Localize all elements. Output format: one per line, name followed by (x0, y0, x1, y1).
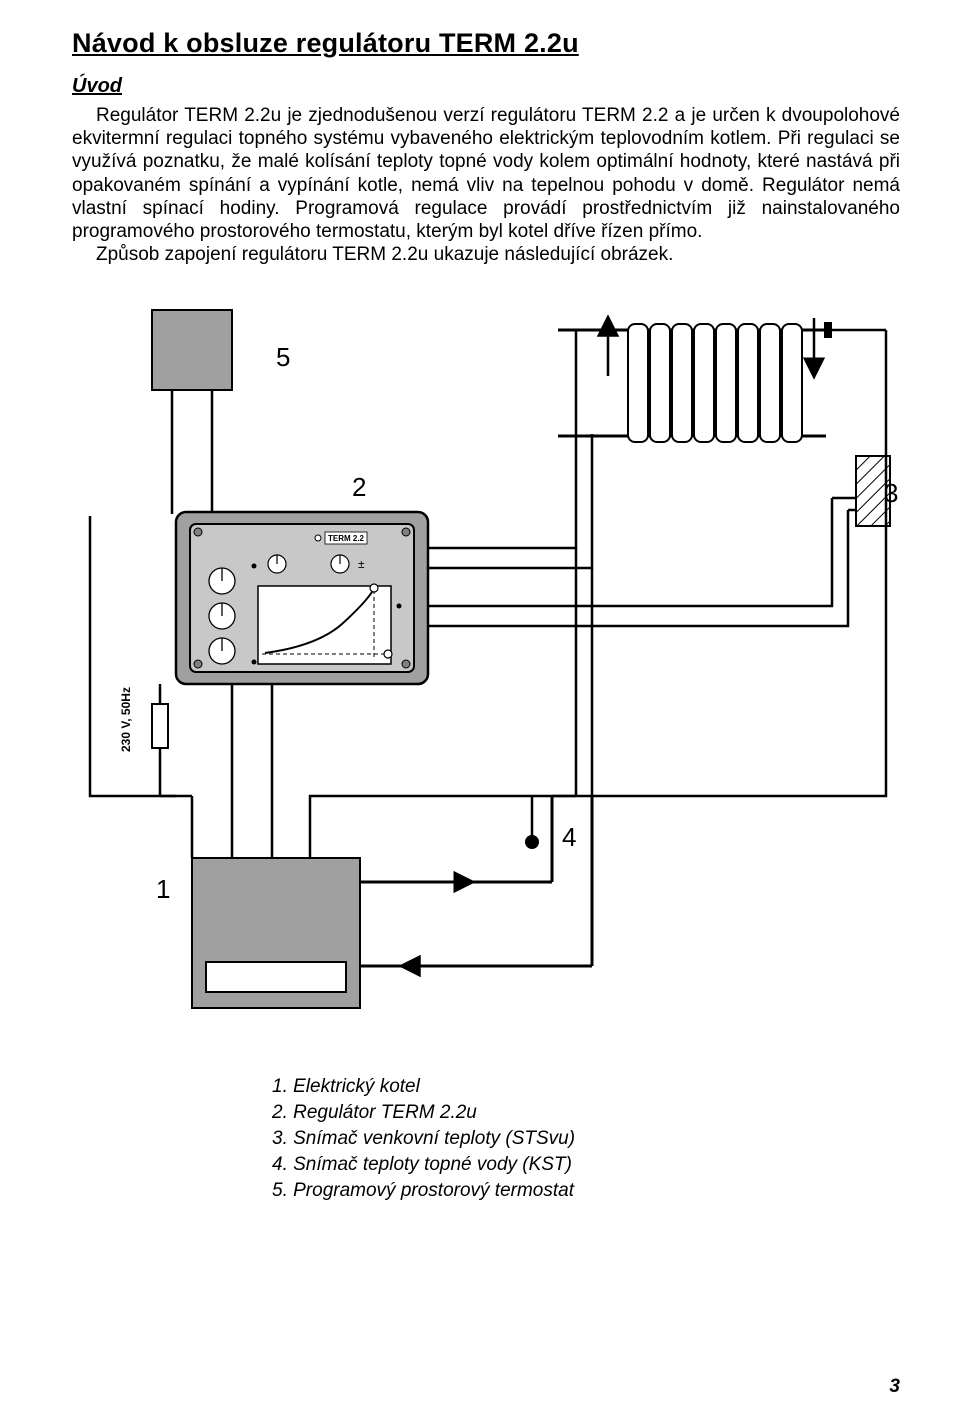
paragraph-2: Způsob zapojení regulátoru TERM 2.2u uka… (72, 243, 900, 266)
kst-sensor (525, 796, 539, 849)
label-2: 2 (352, 472, 366, 502)
radiator (558, 318, 886, 442)
wiring-diagram: 5 TERM 2.2 (72, 306, 900, 1016)
paragraph-1: Regulátor TERM 2.2u je zjednodušenou ver… (72, 104, 900, 243)
legend-item-1: 1. Elektrický kotel (272, 1076, 900, 1098)
label-5: 5 (276, 342, 290, 372)
page-number: 3 (889, 1376, 900, 1398)
legend-item-2: 2. Regulátor TERM 2.2u (272, 1102, 900, 1124)
legend-item-5: 5. Programový prostorový termostat (272, 1180, 900, 1202)
legend-item-4: 4. Snímač teploty topné vody (KST) (272, 1154, 900, 1176)
plusminus: ± (358, 557, 365, 571)
power-block: 230 V, 50Hz (119, 684, 272, 858)
page: Návod k obsluze regulátoru TERM 2.2u Úvo… (0, 0, 960, 1420)
power-label: 230 V, 50Hz (119, 687, 133, 752)
regulator-box: TERM 2.2 ± (176, 512, 428, 684)
device-label: TERM 2.2 (328, 534, 365, 543)
legend-item-3: 3. Snímač venkovní teploty (STSvu) (272, 1128, 900, 1150)
page-title: Návod k obsluze regulátoru TERM 2.2u (72, 28, 900, 59)
diagram-svg: 5 TERM 2.2 (72, 306, 902, 1016)
section-head-intro: Úvod (72, 75, 900, 98)
label-4: 4 (562, 822, 576, 852)
boiler (160, 796, 360, 1008)
label-1: 1 (156, 874, 170, 904)
diagram-legend: 1. Elektrický kotel 2. Regulátor TERM 2.… (72, 1076, 900, 1202)
outdoor-sensor (832, 456, 890, 526)
boiler-pipes (360, 796, 592, 966)
thermostat-block (90, 310, 232, 516)
label-3: 3 (884, 478, 898, 508)
body-text: Regulátor TERM 2.2u je zjednodušenou ver… (72, 104, 900, 266)
